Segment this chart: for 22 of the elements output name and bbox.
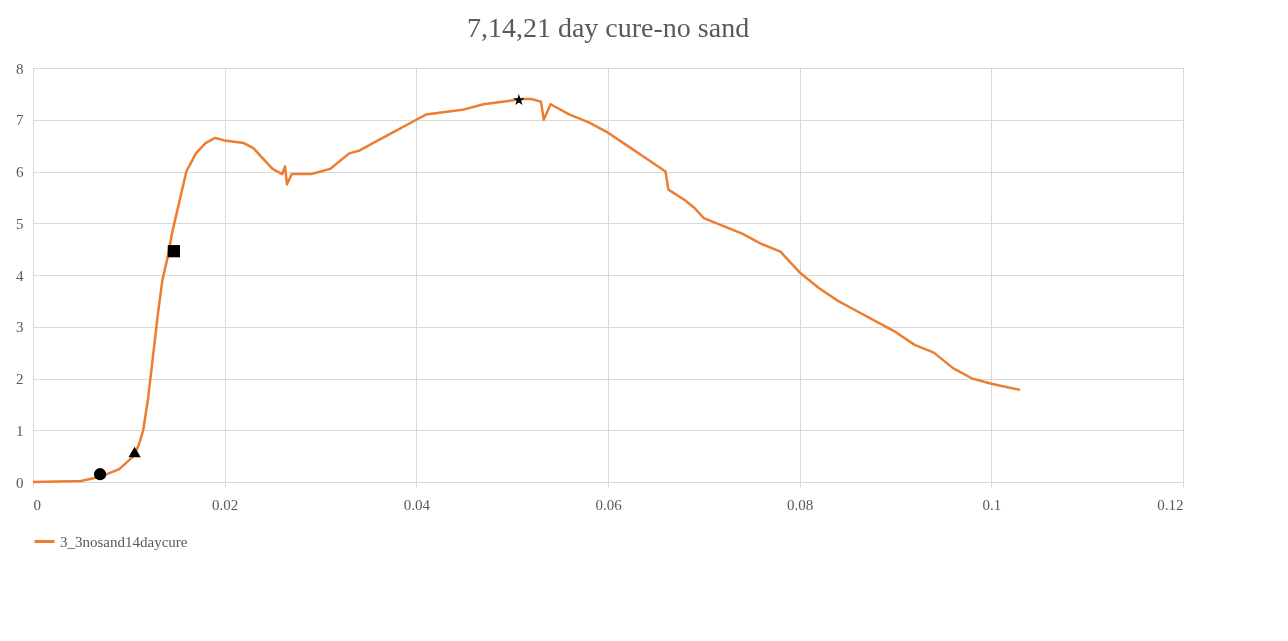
x-tick-label: 0 [33, 496, 41, 513]
y-tick-label: 0 [16, 474, 24, 491]
y-tick-label: 7 [16, 112, 24, 129]
point [167, 245, 180, 258]
y-tick-label: 3 [16, 319, 24, 336]
y-tick-label: 6 [16, 164, 24, 180]
x-tick-label: 0.1 [982, 496, 1002, 513]
y-tick-label: 8 [16, 60, 24, 77]
x-tick-label: 0.04 [403, 496, 431, 513]
x-tick-label: 0.12 [1157, 496, 1184, 513]
y-tick-label: 2 [16, 371, 24, 387]
x-tick-label: 0.02 [212, 496, 239, 513]
x-tick-label: 0.08 [787, 496, 814, 513]
legend-label: 3_3nosand14daycure [60, 533, 188, 550]
point [93, 468, 107, 481]
y-tick-label: 1 [16, 422, 24, 439]
point [128, 446, 141, 458]
y-tick-label: 5 [16, 215, 24, 232]
chart-title: 7,14,21 day cure-no sand [466, 12, 750, 43]
x-tick-label: 0.06 [595, 496, 623, 513]
point [513, 93, 525, 106]
y-tick-label: 4 [16, 267, 24, 284]
